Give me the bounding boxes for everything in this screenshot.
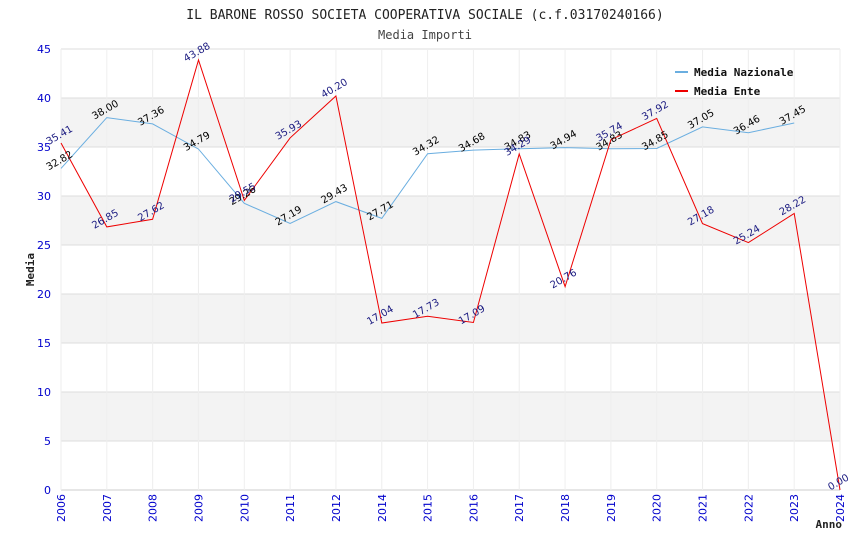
x-tick-label: 2020 [651, 494, 664, 522]
data-label: 43.88 [182, 41, 212, 65]
y-tick-label: 15 [37, 337, 51, 350]
y-tick-label: 0 [44, 484, 51, 497]
y-tick-label: 35 [37, 141, 51, 154]
grid-band [61, 294, 840, 343]
x-tick-label: 2006 [55, 494, 68, 522]
x-tick-label: 2011 [284, 494, 297, 522]
legend-entry: Media Ente [694, 85, 761, 98]
grid-band [61, 392, 840, 441]
y-tick-label: 5 [44, 435, 51, 448]
legend-entry: Media Nazionale [694, 66, 794, 79]
y-tick-label: 30 [37, 190, 51, 203]
x-tick-label: 2024 [834, 494, 847, 522]
y-tick-labels: 0 5 10 15 20 25 30 35 40 45 [37, 43, 51, 497]
x-tick-label: 2014 [376, 494, 389, 522]
grid-bands [61, 98, 840, 441]
y-axis-label: Media [24, 253, 37, 286]
series-line-media-ente [60, 58, 841, 491]
y-tick-label: 40 [37, 92, 51, 105]
grid-lines [61, 48, 840, 491]
x-tick-label: 2015 [422, 494, 435, 522]
y-tick-label: 20 [37, 288, 51, 301]
x-tick-label: 2021 [697, 494, 710, 522]
y-tick-label: 10 [37, 386, 51, 399]
series-lines [60, 58, 841, 491]
x-tick-label: 2022 [742, 494, 755, 522]
x-tick-label: 2010 [238, 494, 251, 522]
y-tick-label: 45 [37, 43, 51, 56]
axes [60, 49, 841, 491]
x-tick-label: 2016 [467, 494, 480, 522]
x-tick-label: 2012 [330, 494, 343, 522]
x-tick-labels: 2006 2007 2008 2009 2010 2011 2012 2014 2015 2016… [55, 494, 847, 522]
x-axis-label: Anno [816, 518, 843, 531]
x-tick-label: 2023 [788, 494, 801, 522]
x-tick-label: 2019 [605, 494, 618, 522]
x-tick-label: 2017 [513, 494, 526, 522]
y-tick-label: 25 [37, 239, 51, 252]
series-line-media-nazionale [60, 117, 795, 225]
x-tick-label: 2007 [101, 494, 114, 522]
legend: Media Nazionale Media Ente [675, 66, 794, 98]
x-tick-label: 2008 [147, 494, 160, 522]
x-tick-label: 2018 [559, 494, 572, 522]
data-label: 20.76 [549, 267, 579, 291]
chart-subtitle: Media Importi [378, 28, 472, 42]
chart-title: IL BARONE ROSSO SOCIETA COOPERATIVA SOCI… [186, 8, 663, 23]
x-tick-label: 2009 [192, 494, 205, 522]
grid-band [61, 196, 840, 245]
grid-band [61, 98, 840, 147]
